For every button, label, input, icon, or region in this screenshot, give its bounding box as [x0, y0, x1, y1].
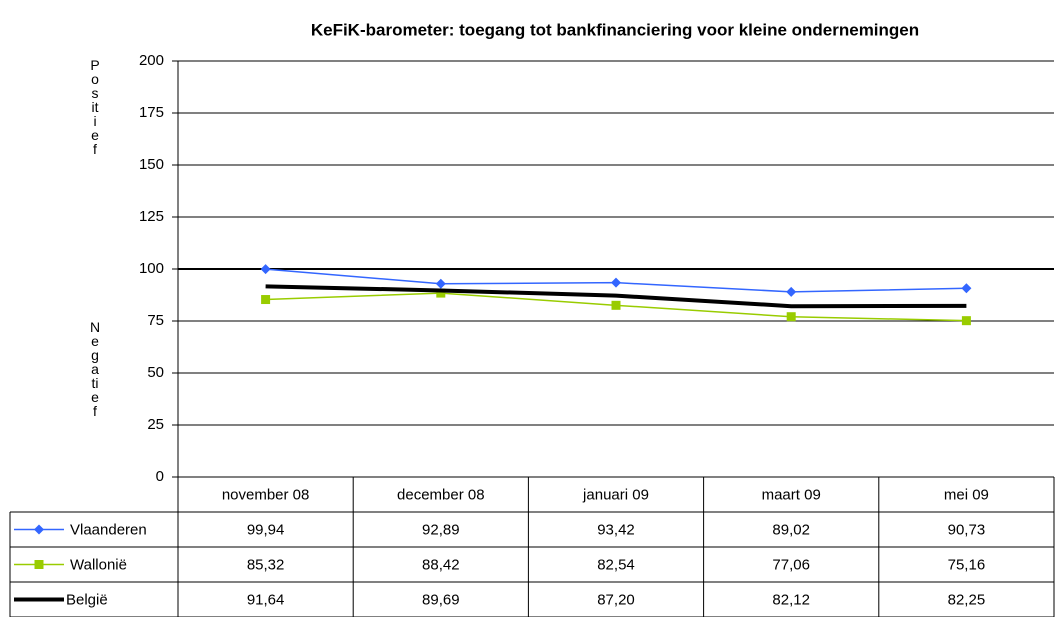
point-marker	[261, 295, 271, 305]
table-value: 99,94	[247, 521, 285, 538]
series-line	[265, 284, 967, 309]
y-tick-label: 100	[139, 260, 164, 277]
y-tick-label: 150	[139, 156, 164, 173]
point-marker	[611, 277, 621, 288]
legend-label: Vlaanderen	[70, 521, 147, 538]
point-marker	[260, 264, 271, 275]
y-tick-label: 50	[147, 364, 164, 381]
x-tick-label: november 08	[222, 486, 310, 503]
point-marker	[961, 316, 971, 326]
y-tick-label: 75	[147, 312, 164, 329]
legend-label: België	[66, 591, 108, 608]
y-tick-label: 25	[147, 416, 164, 433]
table-value: 82,25	[948, 591, 986, 608]
y-tick-label: 0	[156, 468, 164, 485]
legend-marker	[34, 560, 44, 569]
table-value: 90,73	[948, 521, 986, 538]
table-value: 89,69	[422, 591, 460, 608]
x-tick-label: mei 09	[944, 486, 989, 503]
table-value: 77,06	[772, 556, 810, 573]
point-marker	[435, 278, 446, 289]
table-value: 87,20	[597, 591, 635, 608]
y-tick-label: 175	[139, 104, 164, 121]
point-marker	[786, 286, 797, 297]
y-tick-label: 200	[139, 52, 164, 69]
table-value: 93,42	[597, 521, 635, 538]
chart-title: KeFiK-barometer: toegang tot bankfinanci…	[311, 20, 919, 39]
x-tick-label: januari 09	[582, 486, 649, 503]
table-value: 75,16	[948, 556, 986, 573]
point-marker	[961, 283, 972, 294]
x-tick-label: december 08	[397, 486, 485, 503]
table-value: 92,89	[422, 521, 460, 538]
table-value: 89,02	[772, 521, 810, 538]
y-annotation: Positief	[90, 57, 100, 157]
legend-marker	[34, 524, 44, 535]
point-marker	[436, 288, 446, 298]
y-tick-label: 125	[139, 208, 164, 225]
table-value: 85,32	[247, 556, 285, 573]
y-annotation: Negatief	[90, 319, 101, 419]
table-value: 82,54	[597, 556, 635, 573]
table-value: 88,42	[422, 556, 460, 573]
point-marker	[786, 312, 796, 322]
legend-label: Wallonië	[70, 556, 127, 573]
point-marker	[611, 300, 621, 310]
x-tick-label: maart 09	[762, 486, 821, 503]
table-value: 91,64	[247, 591, 285, 608]
table-value: 82,12	[772, 591, 810, 608]
